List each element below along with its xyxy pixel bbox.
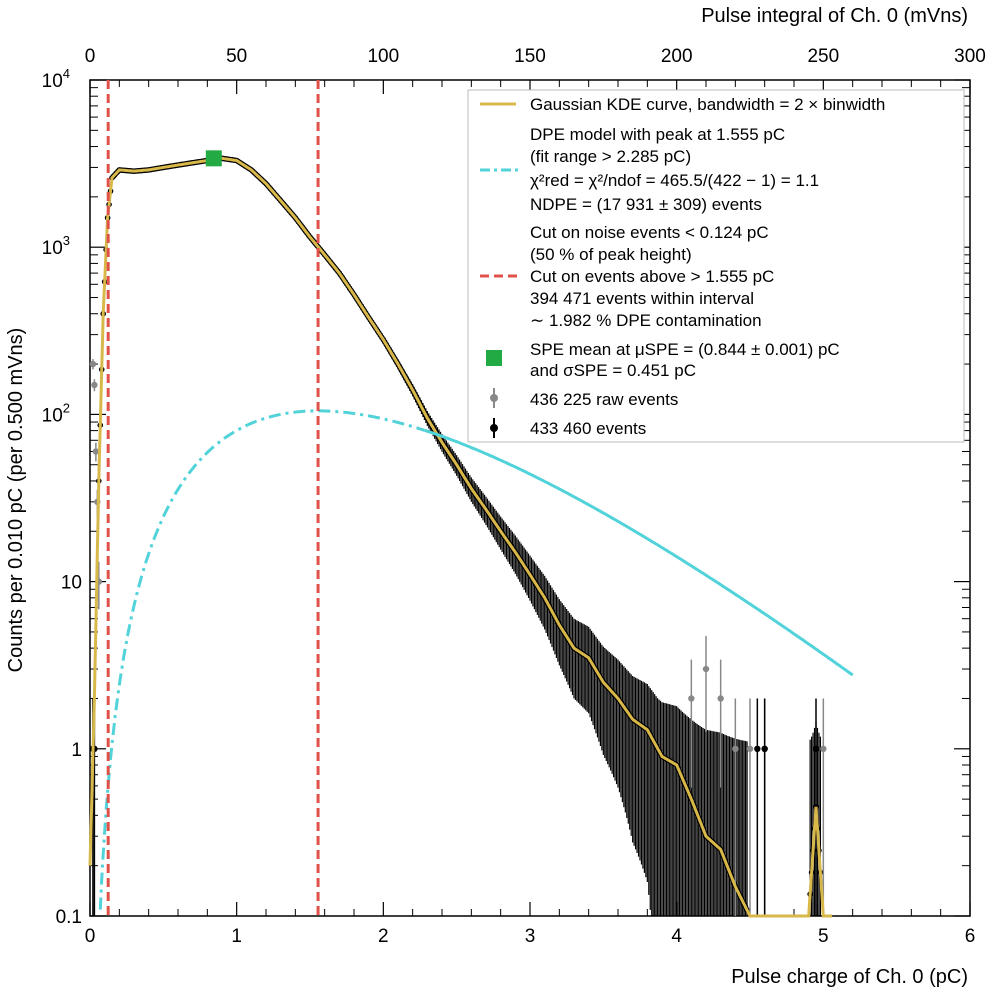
raw-point bbox=[746, 745, 754, 752]
y-tick-label-5: 104 bbox=[42, 66, 70, 92]
x-tick-label-6: 6 bbox=[965, 926, 976, 947]
legend-dpe-label-2: (fit range > 2.285 pC) bbox=[530, 147, 691, 166]
legend-box bbox=[467, 89, 965, 443]
legend-noise-cut-label-2: (50 % of peak height) bbox=[530, 245, 692, 264]
y-tick-label-1: 1 bbox=[71, 740, 82, 761]
x-tick-label-3: 3 bbox=[525, 926, 536, 947]
y-tick-label-0: 0.1 bbox=[56, 907, 82, 928]
dpe-model-curve-extrapolated bbox=[98, 409, 425, 910]
raw-point bbox=[820, 745, 827, 752]
legend-spe-label: SPE mean at μSPE = (0.844 ± 0.001) pC bbox=[530, 340, 840, 359]
legend: Gaussian KDE curve, bandwidth = 2 × binw… bbox=[467, 89, 965, 443]
y-tick-exponent: 2 bbox=[63, 400, 70, 415]
legend-upper-cut-label: Cut on events above > 1.555 pC bbox=[530, 267, 774, 286]
event-point bbox=[754, 745, 761, 752]
raw-point bbox=[89, 360, 97, 368]
legend-raw-label: 436 225 raw events bbox=[530, 390, 678, 409]
y-tick-exponent: 4 bbox=[63, 66, 70, 81]
raw-point bbox=[91, 381, 98, 389]
legend-kde-label: Gaussian KDE curve, bandwidth = 2 × binw… bbox=[530, 95, 885, 114]
legend-raw-marker bbox=[490, 394, 498, 402]
legend-upper-cut-label-2: 394 471 events within interval bbox=[530, 289, 754, 308]
x-tick-label-5: 5 bbox=[818, 926, 829, 947]
x2-tick-label-5: 250 bbox=[807, 46, 839, 67]
spe-mean-marker bbox=[205, 150, 222, 167]
raw-point bbox=[92, 448, 100, 455]
legend-dpe-chi2: χ²red = χ²/ndof = 465.5/(422 − 1) = 1.1 bbox=[530, 171, 819, 190]
y-tick-label-2: 10 bbox=[61, 573, 82, 594]
y-tick-label-3: 102 bbox=[42, 400, 70, 426]
x2-tick-label-1: 50 bbox=[226, 46, 247, 67]
legend-dpe-label: DPE model with peak at 1.555 pC bbox=[530, 125, 785, 144]
x-tick-label-0: 0 bbox=[85, 926, 96, 947]
x2-tick-label-4: 200 bbox=[661, 46, 693, 67]
legend-events-label: 433 460 events bbox=[530, 419, 646, 438]
raw-point bbox=[717, 695, 724, 702]
y-tick-exponent: 3 bbox=[63, 233, 70, 248]
legend-upper-cut-label-3: ∼ 1.982 % DPE contamination bbox=[530, 311, 762, 330]
dpe-model-curve-fit bbox=[424, 428, 854, 677]
x-tick-label-2: 2 bbox=[378, 926, 389, 947]
x-tick-label-1: 1 bbox=[231, 926, 242, 947]
x-axis-title: Pulse charge of Ch. 0 (pC) bbox=[731, 966, 968, 988]
y-axis-title: Counts per 0.010 pC (per 0.500 mVns) bbox=[5, 328, 27, 673]
x-tick-label-4: 4 bbox=[671, 926, 682, 947]
x2-tick-label-6: 300 bbox=[954, 46, 986, 67]
legend-events-marker bbox=[490, 424, 498, 432]
x2-axis-title: Pulse integral of Ch. 0 (mVns) bbox=[701, 5, 968, 27]
axis-labels: Pulse charge of Ch. 0 (pC) Pulse integra… bbox=[5, 5, 968, 988]
legend-noise-cut-label: Cut on noise events < 0.124 pC bbox=[530, 223, 769, 242]
raw-point bbox=[702, 665, 710, 673]
x2-tick-label-3: 150 bbox=[514, 46, 546, 67]
event-point bbox=[761, 745, 768, 752]
legend-spe-swatch bbox=[486, 350, 502, 366]
event-point bbox=[812, 745, 820, 752]
chart-marks bbox=[88, 80, 854, 918]
raw-point bbox=[688, 695, 695, 702]
legend-dpe-n: NDPE = (17 931 ± 309) events bbox=[530, 195, 762, 214]
x2-tick-label-0: 0 bbox=[85, 46, 96, 67]
x2-tick-label-2: 100 bbox=[367, 46, 399, 67]
legend-spe-label-2: and σSPE = 0.451 pC bbox=[530, 361, 696, 380]
y-tick-label-4: 103 bbox=[42, 233, 70, 259]
raw-point bbox=[732, 745, 739, 752]
